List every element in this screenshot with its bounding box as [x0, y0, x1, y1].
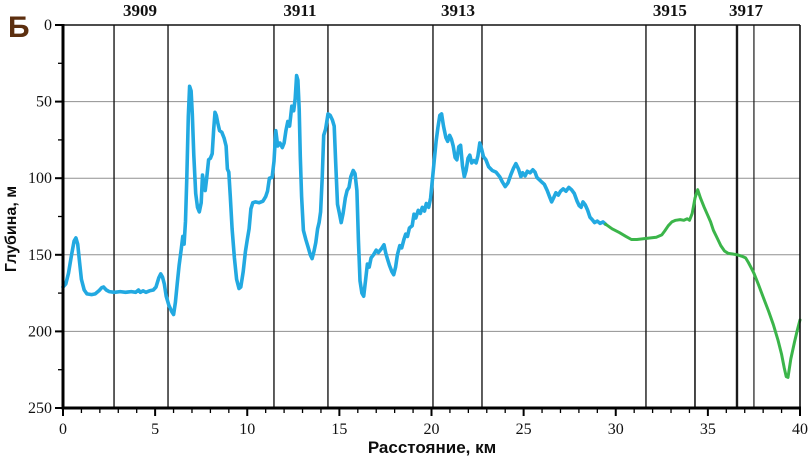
y-tick-label: 50: [36, 94, 52, 111]
x-tick-label: 10: [239, 421, 255, 438]
x-tick-label: 25: [516, 421, 532, 438]
x-tick-label: 30: [608, 421, 624, 438]
series-measured-depth-profile: [61, 73, 608, 317]
y-tick-label: 0: [44, 17, 52, 34]
series-extended-depth-profile: [604, 188, 802, 379]
station-label: 3909: [123, 1, 157, 20]
x-axis-title: Расстояние, км: [367, 438, 497, 457]
station-label: 3917: [729, 1, 764, 20]
station-label: 3913: [441, 1, 475, 20]
y-tick-label: 200: [28, 323, 52, 340]
station-label: 3915: [653, 1, 687, 20]
y-tick-label: 150: [28, 247, 52, 264]
y-axis-title: Глубина, м: [3, 185, 20, 273]
x-tick-label: 35: [700, 421, 716, 438]
station-label: 3911: [283, 1, 316, 20]
x-tick-label: 0: [59, 421, 67, 438]
x-tick-label: 5: [151, 421, 159, 438]
y-tick-label: 100: [28, 170, 52, 187]
x-tick-label: 40: [792, 421, 808, 438]
x-tick-label: 20: [424, 421, 440, 438]
x-tick-label: 15: [331, 421, 347, 438]
y-tick-label: 250: [28, 400, 52, 417]
figure-label: Б: [8, 11, 30, 44]
